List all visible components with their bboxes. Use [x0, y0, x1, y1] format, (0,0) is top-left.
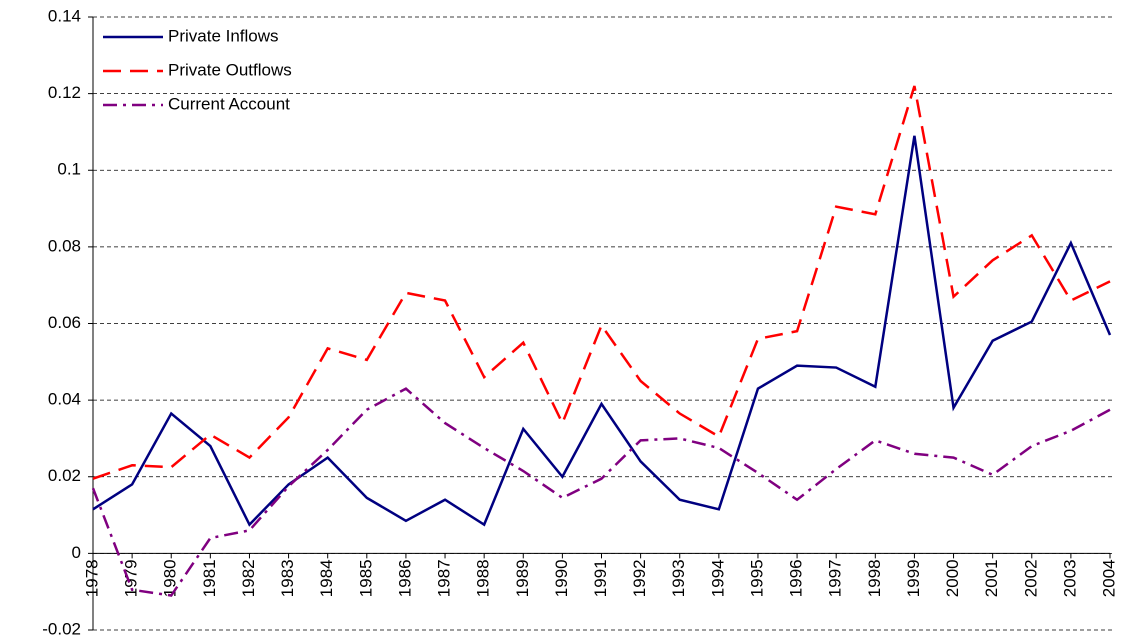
- x-tick-label: 1988: [474, 559, 493, 597]
- x-tick-label: 1996: [787, 559, 806, 597]
- x-tick-label: 2003: [1060, 559, 1079, 597]
- x-tick-label: 1998: [865, 559, 884, 597]
- x-tick-label: 1984: [317, 559, 336, 597]
- x-tick-label: 2000: [943, 559, 962, 597]
- x-tick-label: 1989: [513, 559, 532, 597]
- x-tick-label: 1980: [161, 559, 180, 597]
- y-tick-label: 0.08: [48, 236, 81, 255]
- x-tick-label: 1995: [747, 559, 766, 597]
- y-tick-label: -0.02: [42, 619, 81, 638]
- x-tick-label: 1986: [395, 559, 414, 597]
- legend-label: Private Outflows: [168, 60, 292, 79]
- x-tick-label: 1997: [826, 559, 845, 597]
- x-tick-label: 1999: [904, 559, 923, 597]
- x-tick-label: 1979: [122, 559, 141, 597]
- series-line: [92, 135, 1112, 527]
- y-tick-label: 0.1: [57, 160, 81, 179]
- x-tick-label: 1982: [239, 559, 258, 597]
- x-tick-label: 1985: [356, 559, 375, 597]
- x-tick-label: 1992: [630, 559, 649, 597]
- x-tick-label: 1990: [552, 559, 571, 597]
- y-tick-label: 0.06: [48, 313, 81, 332]
- x-tick-label: 1994: [708, 559, 727, 597]
- x-tick-label: 1987: [435, 559, 454, 597]
- x-tick-label: 2002: [1021, 559, 1040, 597]
- x-tick-label: 1983: [278, 559, 297, 597]
- x-tick-label: 2004: [1099, 559, 1118, 597]
- legend-label: Private Inflows: [168, 26, 279, 45]
- y-tick-label: 0.04: [48, 390, 81, 409]
- legend-label: Current Account: [168, 94, 290, 113]
- y-tick-label: 0.02: [48, 466, 81, 485]
- x-tick-label: 1993: [669, 559, 688, 597]
- y-tick-label: 0.12: [48, 83, 81, 102]
- series-line: [92, 85, 1111, 480]
- x-tick-label: 1991: [591, 559, 610, 597]
- x-tick-label: 2001: [982, 559, 1001, 597]
- x-tick-label: 1981: [200, 559, 219, 597]
- y-tick-label: 0.14: [48, 6, 81, 25]
- x-tick-label: 1978: [82, 559, 101, 597]
- y-tick-label: 0: [72, 543, 81, 562]
- series-line: [91, 387, 1111, 597]
